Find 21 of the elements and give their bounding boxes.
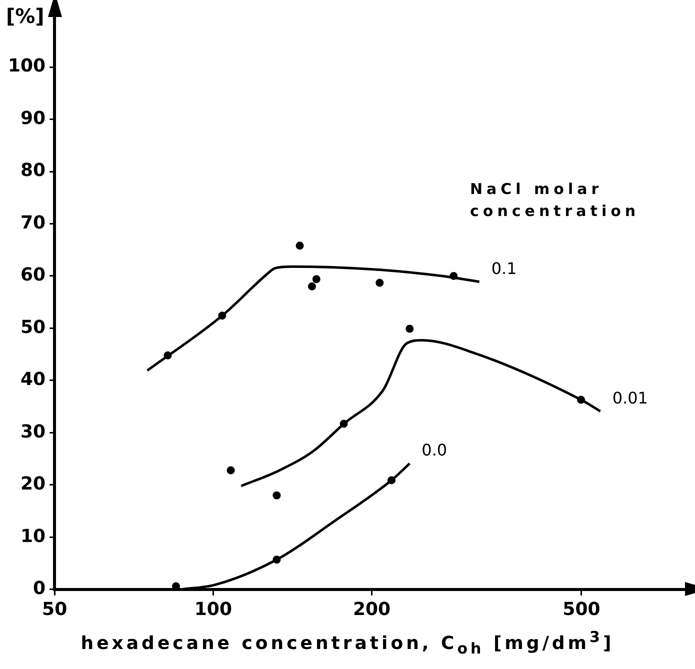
series-label: 0.0 bbox=[422, 440, 448, 460]
series-label: 0.01 bbox=[612, 388, 648, 408]
x-tick-label: 50 bbox=[42, 598, 68, 620]
y-tick-label: 80 bbox=[20, 160, 46, 182]
y-tick-label: 20 bbox=[20, 474, 46, 495]
y-tick-label: 70 bbox=[20, 212, 46, 234]
x-axis-title: hexadecane concentration, C$_{oh}$ [mg/dm$^{3}$] bbox=[80, 628, 616, 658]
annotation: NaCl molar concentration bbox=[470, 179, 641, 222]
y-axis-title: [%] bbox=[6, 4, 44, 28]
series-label: 0.1 bbox=[491, 258, 517, 278]
y-tick-label: 10 bbox=[20, 526, 46, 547]
x-tick-label: 500 bbox=[562, 598, 600, 620]
y-tick-label: 100 bbox=[8, 56, 46, 77]
y-tick-label: 50 bbox=[20, 316, 46, 338]
y-tick-label: 90 bbox=[20, 108, 46, 129]
y-tick-label: 0 bbox=[33, 578, 46, 600]
y-tick-label: 30 bbox=[20, 421, 46, 442]
x-tick-label: 200 bbox=[353, 598, 391, 620]
y-tick-label: 60 bbox=[20, 264, 46, 286]
y-tick-label: 40 bbox=[20, 369, 46, 390]
x-tick-label: 100 bbox=[194, 598, 232, 620]
